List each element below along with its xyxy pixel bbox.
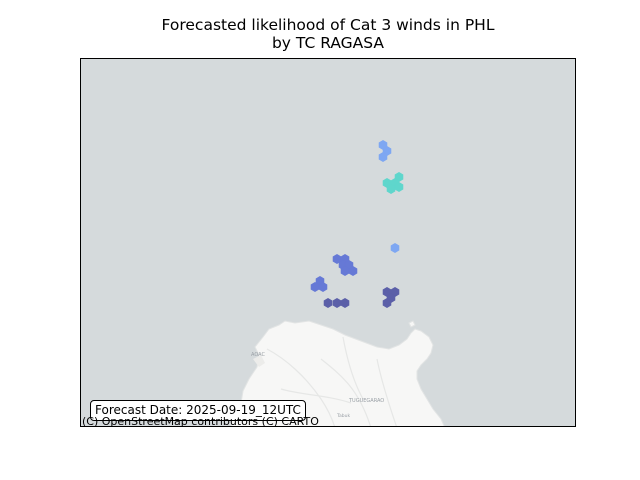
title-line-1: Forecasted likelihood of Cat 3 winds in …: [161, 16, 495, 34]
place-label-aoac: AOAC: [251, 352, 266, 358]
hexbin-cell-central-4: [340, 266, 350, 276]
title-line-2: by TC RAGASA: [271, 34, 385, 52]
road-lines: [266, 336, 397, 426]
hexbin-cell-south-row-2: [340, 298, 350, 308]
hexbin-cell-east-single-0: [390, 243, 400, 253]
hexbin-cell-west-2: [318, 282, 328, 292]
island: [408, 320, 416, 328]
place-label-tuguegarao: TUGUEGARAO: [348, 398, 384, 404]
hexbin-cell-south-row-0: [323, 298, 333, 308]
hexbin-cell-south-east-3: [382, 298, 392, 308]
map-area[interactable]: AOAC TUGUEGARAO Tabuk: [80, 58, 576, 427]
chart-title: Forecasted likelihood of Cat 3 winds in …: [0, 16, 640, 52]
hexbin-cell-north-east-4: [394, 182, 404, 192]
map-attribution: (C) OpenStreetMap contributors (C) CARTO: [82, 415, 319, 428]
hexbin-cell-north-2: [378, 152, 388, 162]
map-canvas: AOAC TUGUEGARAO Tabuk: [230, 140, 445, 426]
land-inlet: [253, 355, 265, 367]
hexbin-cell-south-row-1: [332, 298, 342, 308]
hexbin-cell-north-east-3: [386, 184, 396, 194]
forecast-date-label: Forecast Date: 2025-09-19_12UTC: [90, 400, 306, 421]
hexbin-cell-west-1: [310, 282, 320, 292]
place-label-tabuk: Tabuk: [336, 413, 350, 419]
hexbin-layer: [310, 140, 404, 308]
hexbin-cell-central-5: [348, 266, 358, 276]
